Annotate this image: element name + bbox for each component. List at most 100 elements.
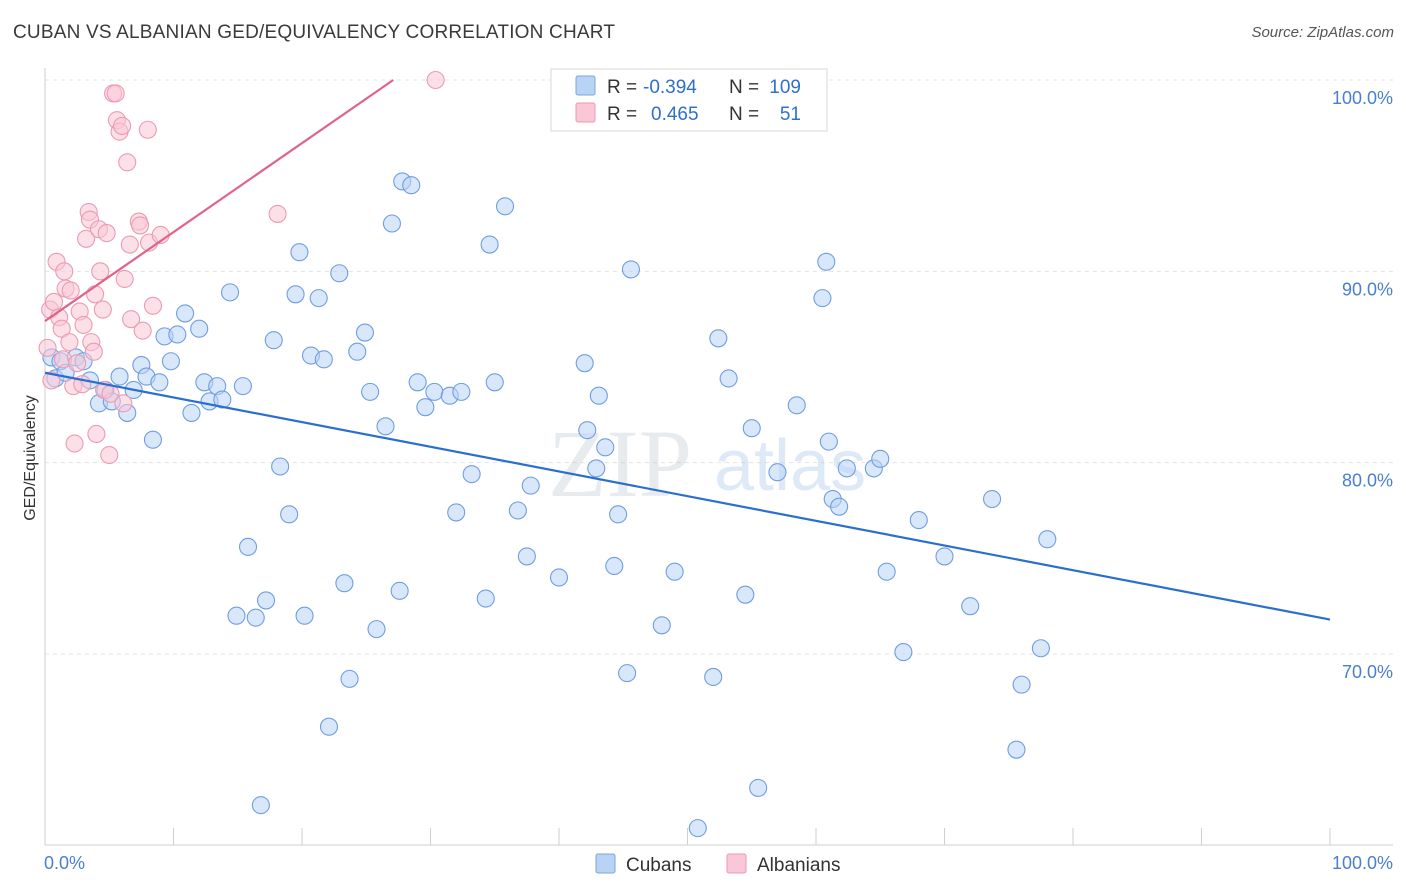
cuban-point — [736, 585, 755, 604]
cuban-point — [280, 505, 299, 524]
cuban-point — [335, 574, 354, 593]
cuban-point — [817, 252, 836, 271]
cuban-point — [110, 367, 129, 386]
bottom-legend-cubans: Cubans — [626, 855, 692, 876]
cuban-point — [361, 382, 380, 401]
albanian-point — [143, 296, 162, 315]
cuban-point — [309, 289, 328, 308]
trend-lines — [44, 79, 1331, 621]
albanian-point — [131, 216, 150, 235]
cuban-point — [295, 606, 314, 625]
legend-r-albanians: 0.465 — [651, 104, 699, 125]
cuban-point — [894, 643, 913, 662]
bottom-legend-swatch-cubans — [595, 853, 616, 874]
cuban-point — [521, 476, 540, 495]
cuban-point — [749, 778, 768, 797]
cuban-point — [830, 497, 849, 516]
cuban-point — [425, 382, 444, 401]
albanian-point — [118, 153, 137, 172]
albanian-point — [86, 285, 105, 304]
cuban-point — [596, 438, 615, 457]
albanian-point — [44, 292, 64, 311]
legend-swatch-cubans — [575, 75, 596, 96]
cuban-point — [348, 342, 367, 361]
x-tick-label: 100.0% — [1332, 853, 1393, 873]
cuban-point — [982, 489, 1002, 509]
legend-n-albanians: 51 — [780, 104, 801, 125]
albanian-point — [65, 434, 84, 453]
albanian-point — [55, 262, 74, 281]
cuban-point — [605, 556, 624, 576]
axes — [44, 68, 1393, 846]
cuban-point — [665, 562, 684, 581]
cuban-point — [719, 369, 738, 388]
cuban-point — [495, 197, 515, 216]
x-tick-labels: 0.0% 100.0% — [44, 853, 1393, 873]
y-axis-label: GED/Equivalency — [22, 395, 39, 520]
cuban-point — [909, 511, 928, 530]
cuban-point — [709, 329, 728, 348]
cuban-point — [768, 463, 787, 482]
albanian-point — [114, 394, 133, 413]
cuban-point — [618, 664, 637, 683]
cuban-point — [652, 616, 671, 635]
cuban-point — [390, 581, 409, 600]
bottom-legend-swatch-albanians — [726, 853, 747, 874]
legend-n-cubans: 109 — [769, 77, 801, 98]
cuban-point — [813, 289, 832, 308]
cuban-point — [609, 505, 628, 524]
series-cubans — [42, 172, 1057, 838]
cuban-point — [161, 352, 180, 371]
correlation-legend: R = -0.394 N = 109 R = 0.465 N = 51 — [550, 68, 828, 132]
cuban-point — [402, 176, 421, 195]
legend-r-label: R = — [607, 104, 637, 125]
y-tick-labels: 70.0% 80.0% 90.0% 100.0% — [1332, 88, 1393, 682]
cuban-trend-line — [44, 371, 1331, 621]
cuban-point — [1031, 639, 1050, 658]
cuban-point — [416, 398, 435, 417]
cuban-point — [246, 608, 265, 627]
cuban-point — [168, 325, 187, 344]
cuban-point — [447, 503, 466, 522]
cuban-point — [578, 421, 597, 440]
cuban-point — [587, 459, 606, 478]
cuban-point — [462, 465, 481, 484]
cuban-point — [621, 260, 641, 279]
cuban-point — [819, 432, 838, 451]
albanian-point — [106, 84, 125, 103]
legend-r-label: R = — [607, 77, 637, 98]
bottom-legend-albanians: Albanians — [757, 855, 840, 876]
cuban-point — [517, 547, 536, 566]
albanian-point — [113, 116, 132, 135]
albanian-point — [60, 333, 79, 352]
cuban-point — [227, 606, 246, 625]
cuban-point — [408, 373, 427, 392]
legend-n-label: N = — [729, 104, 759, 125]
albanian-point — [93, 300, 112, 319]
cuban-point — [1038, 530, 1057, 549]
series-legend: Cubans Albanians — [595, 853, 840, 876]
cuban-point — [271, 457, 290, 476]
albanian-point — [84, 342, 103, 361]
cuban-point — [485, 373, 504, 392]
cuban-point — [330, 264, 349, 283]
cuban-point — [575, 354, 594, 373]
x-tick-label: 0.0% — [44, 853, 85, 873]
cuban-point — [1007, 740, 1026, 759]
watermark-zip: ZIP — [548, 410, 692, 517]
legend-r-cubans: -0.394 — [643, 77, 697, 98]
cuban-point — [452, 382, 471, 401]
albanian-point — [87, 424, 106, 444]
cuban-point — [961, 597, 980, 616]
cuban-point — [476, 589, 495, 608]
cuban-point — [256, 591, 276, 610]
cuban-point — [286, 285, 305, 304]
albanian-point — [100, 445, 119, 465]
cuban-point — [508, 501, 527, 520]
cuban-point — [238, 537, 258, 556]
cuban-point — [367, 620, 386, 639]
albanian-point — [61, 281, 80, 300]
albanian-point — [122, 310, 141, 329]
albanian-point — [74, 315, 93, 334]
source-label: Source: ZipAtlas.com — [1251, 24, 1394, 41]
